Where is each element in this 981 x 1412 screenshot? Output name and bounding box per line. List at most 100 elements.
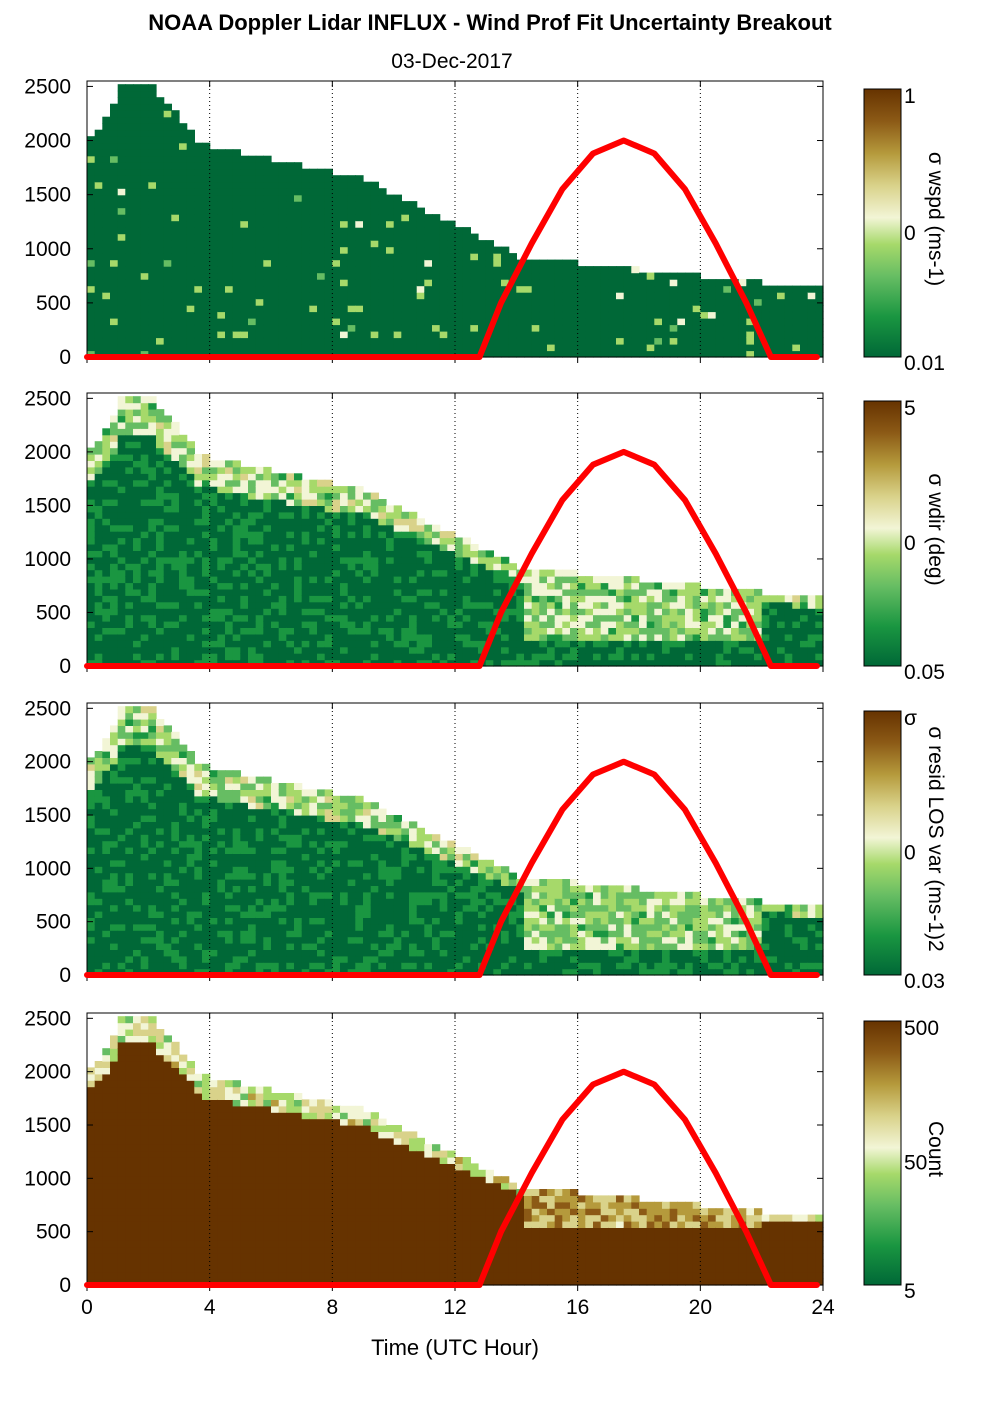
heatmap-cell	[94, 795, 103, 803]
heatmap-cell	[370, 582, 379, 590]
heatmap-cell	[102, 569, 111, 577]
heatmap-cell	[163, 588, 172, 596]
heatmap-cell	[623, 608, 632, 616]
heatmap-cell	[125, 116, 134, 124]
heatmap-cell	[317, 266, 326, 274]
heatmap-cell	[547, 266, 556, 274]
heatmap-cell	[110, 614, 119, 622]
heatmap-cell	[278, 653, 287, 661]
heatmap-cell	[202, 227, 211, 235]
heatmap-cell	[355, 181, 364, 189]
heatmap-cell	[156, 415, 165, 423]
heatmap-cell	[125, 904, 134, 912]
heatmap-cell	[746, 653, 755, 661]
heatmap-cell	[731, 350, 740, 358]
heatmap-cell	[508, 350, 517, 358]
heatmap-cell	[87, 550, 96, 558]
heatmap-cell	[447, 653, 456, 661]
heatmap-cell	[416, 633, 425, 641]
heatmap-cell	[163, 499, 172, 506]
heatmap-cell	[754, 298, 763, 306]
heatmap-cell	[271, 614, 280, 622]
heatmap-cell	[608, 633, 617, 641]
heatmap-cell	[217, 285, 226, 293]
heatmap-cell	[140, 233, 149, 241]
heatmap-cell	[677, 633, 686, 641]
heatmap-cell	[409, 311, 418, 319]
heatmap-cell	[470, 240, 479, 248]
heatmap-cell	[156, 569, 165, 577]
heatmap-cell	[248, 201, 257, 209]
heatmap-cell	[539, 576, 548, 584]
heatmap-cell	[179, 627, 188, 635]
heatmap-cell	[455, 601, 464, 609]
heatmap-cell	[133, 834, 142, 842]
heatmap-cell	[347, 298, 356, 306]
heatmap-cell	[140, 129, 149, 137]
heatmap-cell	[478, 337, 487, 345]
heatmap-cell	[700, 621, 709, 628]
heatmap-cell	[186, 601, 195, 609]
heatmap-cell	[286, 266, 295, 274]
heatmap-cell	[225, 292, 234, 300]
heatmap-cell	[470, 646, 479, 654]
colorbar-tick-label: 0	[904, 532, 916, 555]
heatmap-cell	[194, 627, 203, 635]
heatmap-cell	[761, 608, 770, 616]
heatmap-cell	[815, 292, 824, 300]
heatmap-cell	[125, 233, 134, 241]
heatmap-cell	[94, 524, 103, 532]
heatmap-cell	[278, 279, 287, 287]
heatmap-cell	[140, 757, 149, 765]
heatmap-cell	[125, 621, 134, 628]
heatmap-cell	[416, 240, 425, 248]
heatmap-cell	[140, 962, 149, 970]
heatmap-cell	[125, 246, 134, 254]
heatmap-cell	[133, 569, 142, 577]
heatmap-cell	[761, 311, 770, 319]
heatmap-cell	[163, 149, 172, 157]
heatmap-cell	[94, 454, 103, 461]
heatmap-cell	[332, 627, 341, 635]
heatmap-cell	[378, 576, 387, 584]
heatmap-cell	[340, 201, 349, 209]
heatmap-cell	[163, 757, 172, 765]
heatmap-cell	[125, 576, 134, 584]
heatmap-cell	[608, 344, 617, 352]
heatmap-cell	[570, 279, 579, 287]
heatmap-cell	[140, 499, 149, 506]
heatmap-cell	[186, 344, 195, 352]
heatmap-cell	[102, 770, 111, 778]
heatmap-cell	[248, 318, 257, 326]
heatmap-cell	[401, 253, 410, 261]
heatmap-cell	[186, 505, 195, 513]
heatmap-cell	[738, 588, 747, 596]
heatmap-cell	[363, 563, 372, 571]
heatmap-cell	[432, 292, 441, 300]
heatmap-cell	[148, 795, 157, 803]
heatmap-cell	[317, 640, 326, 648]
heatmap-cell	[87, 885, 96, 893]
heatmap-cell	[570, 595, 579, 603]
heatmap-cell	[301, 518, 310, 526]
heatmap-cell	[439, 305, 448, 313]
heatmap-cell	[278, 162, 287, 170]
heatmap-cell	[462, 556, 471, 564]
heatmap-cell	[355, 518, 364, 526]
heatmap-cell	[286, 188, 295, 196]
heatmap-cell	[102, 331, 111, 339]
heatmap-cell	[685, 272, 694, 280]
heatmap-cell	[94, 776, 103, 784]
heatmap-cell	[110, 943, 119, 950]
heatmap-cell	[148, 595, 157, 603]
heatmap-cell	[332, 524, 341, 532]
heatmap-cell	[163, 428, 172, 436]
heatmap-cell	[631, 614, 640, 622]
heatmap-cell	[117, 285, 126, 293]
heatmap-cell	[432, 633, 441, 641]
heatmap-cell	[225, 563, 234, 571]
heatmap-cell	[401, 608, 410, 616]
heatmap-cell	[662, 311, 671, 319]
heatmap-cell	[455, 633, 464, 641]
heatmap-cell	[355, 279, 364, 287]
